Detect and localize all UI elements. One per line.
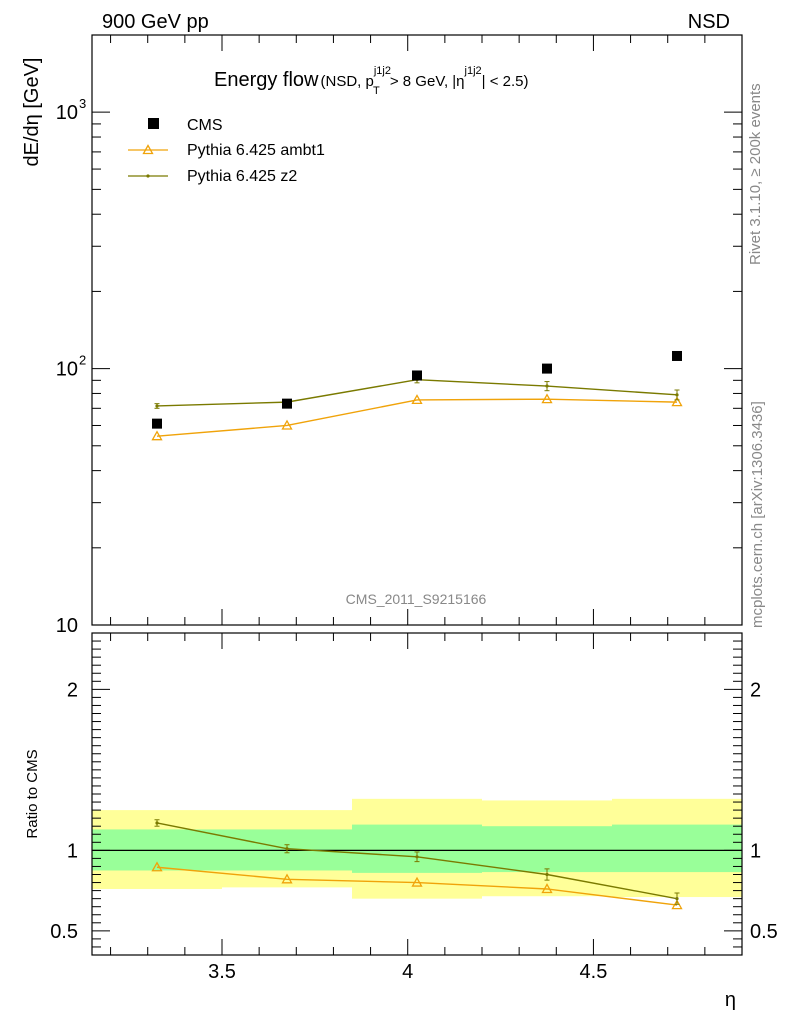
y-tick-exponent: 2: [79, 353, 86, 368]
legend-ambt1-label: Pythia 6.425 ambt1: [187, 142, 325, 159]
z2-point: [545, 384, 549, 388]
cms-point: [152, 418, 162, 429]
ratio-tick-label: 0.5: [50, 921, 78, 943]
stat-band: [482, 826, 612, 873]
ratio-z2-point: [675, 897, 679, 901]
legend: CMS Pythia 6.425 ambt1 Pythia 6.425 z2: [128, 117, 325, 185]
header-right: NSD: [688, 11, 730, 33]
ratio-y-axis-label: Ratio to CMS: [24, 749, 41, 838]
header-left: 900 GeV pp: [102, 11, 209, 33]
legend-ambt1-marker: [142, 144, 154, 155]
title-sub-open: (NSD, p: [321, 73, 374, 90]
ratio-plot: 0.5 0.5 1 1 2 2 3.5 4 4.5 Ratio to CMS η: [24, 632, 778, 1011]
legend-cms-marker: [148, 118, 159, 129]
ratio-tick-label: 2: [67, 679, 78, 701]
mcplots-label: mcplots.cern.ch [arXiv:1306.3436]: [749, 401, 766, 628]
y-tick-exponent: 3: [79, 96, 86, 111]
y-axis-label: dE/dη [GeV]: [21, 58, 43, 167]
y-tick-label: 10: [56, 102, 78, 124]
ratio-z2-point: [415, 855, 419, 859]
z2-point: [675, 393, 679, 397]
title-sub-mid: > 8 GeV, |η: [386, 73, 465, 90]
title-sup-1: j1j2: [373, 65, 391, 77]
title-main: Energy flow: [214, 69, 319, 91]
x-tick-label: 4: [402, 961, 413, 983]
ratio-ambt1-line: [156, 866, 678, 906]
ratio-z2-point: [155, 821, 159, 825]
ratio-z2-point: [285, 847, 289, 851]
title-sup-2: j1j2: [464, 65, 482, 77]
legend-z2-marker: [146, 174, 150, 178]
ratio-z2-point: [545, 872, 549, 877]
ambt1-point: [411, 394, 423, 405]
title-sub-T: T: [373, 85, 380, 97]
ratio-tick-label: 1: [67, 840, 78, 862]
rivet-label: Rivet 3.1.10, ≥ 200k events: [747, 83, 764, 265]
z2-point: [155, 404, 159, 408]
legend-z2-label: Pythia 6.425 z2: [187, 168, 297, 185]
ratio-ambt1-point: [281, 873, 293, 884]
stat-band: [352, 824, 482, 873]
title-sub-close: | < 2.5): [482, 73, 529, 90]
cms-point: [412, 370, 422, 381]
cms-point: [672, 350, 682, 361]
z2-line: [156, 379, 678, 407]
ambt1-point: [541, 393, 553, 404]
cms-point: [542, 363, 552, 374]
stat-band: [612, 824, 742, 873]
ratio-frame: [91, 632, 743, 956]
ratio-ambt1-point: [411, 876, 423, 887]
ambt1-point: [151, 430, 163, 441]
watermark: CMS_2011_S9215166: [346, 591, 487, 607]
x-tick-label: 4.5: [580, 961, 608, 983]
ambt1-point: [671, 396, 683, 407]
x-tick-label: 3.5: [208, 961, 236, 983]
x-axis-label: η: [725, 989, 736, 1011]
ratio-tick-label-right: 0.5: [750, 921, 778, 943]
ambt1-line: [156, 398, 678, 437]
legend-cms-label: CMS: [187, 117, 223, 134]
ambt1-point: [281, 419, 293, 430]
ratio-tick-label-right: 1: [750, 840, 761, 862]
y-tick-label: 10: [56, 359, 78, 381]
ratio-ambt1-point: [541, 883, 553, 894]
chart-title: Energy flow (NSD, pj1j2 T > 8 GeV, |ηj1j2|…: [214, 65, 529, 97]
ratio-ambt1-point: [151, 861, 163, 872]
cms-point: [282, 398, 292, 409]
y-tick-label: 10: [56, 615, 78, 637]
ratio-tick-label-right: 2: [750, 679, 761, 701]
main-frame: [91, 34, 743, 626]
